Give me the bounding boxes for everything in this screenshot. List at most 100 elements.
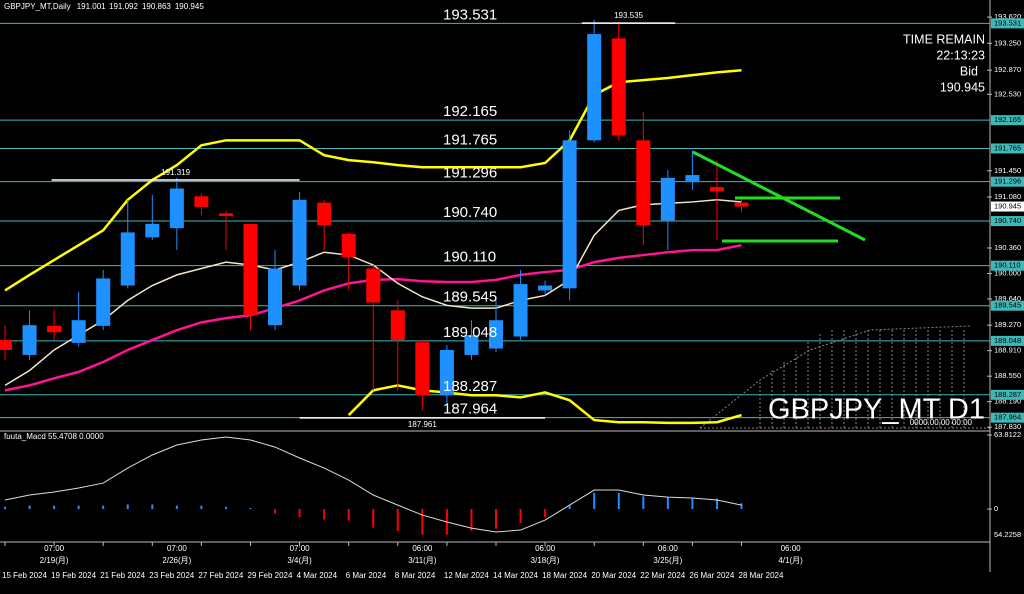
candle-body <box>194 196 209 207</box>
level-tag-label: 192.165 <box>994 115 1021 124</box>
y-tick-label: 190.000 <box>994 268 1021 277</box>
candle-body <box>709 187 724 192</box>
histogram-bar <box>126 504 129 510</box>
y-tick-label: 188.190 <box>994 397 1021 406</box>
symbol: GBPJPY_MT,Daily <box>4 2 71 11</box>
candle-body <box>22 325 37 355</box>
x-tick-label: 23 Feb 2024 <box>149 571 194 580</box>
bid-label: Bid <box>960 64 978 78</box>
candle-body <box>587 34 602 141</box>
week-date: 3/18(月) <box>531 556 560 565</box>
candle-body <box>218 213 233 217</box>
hl-label: 191.319 <box>161 168 190 177</box>
candle-body <box>341 233 356 258</box>
histogram-bar <box>175 505 178 510</box>
bid-tag-label: 190.945 <box>994 202 1021 211</box>
candle-body <box>169 188 184 229</box>
x-tick-label: 20 Mar 2024 <box>591 571 636 580</box>
y-tick-label: 193.250 <box>994 38 1021 47</box>
candle-body <box>734 202 749 207</box>
histogram-bar <box>28 505 31 510</box>
level-label: 188.287 <box>443 378 497 395</box>
level-tag <box>991 389 1024 400</box>
histogram-bar <box>519 509 522 523</box>
hl-label: 193.535 <box>614 11 643 20</box>
level-tag-label: 188.287 <box>994 390 1021 399</box>
week-date: 2/26(月) <box>162 556 191 565</box>
histogram-bar <box>298 509 301 518</box>
candle-body <box>120 232 135 286</box>
candle-body <box>71 320 86 343</box>
week-date: 3/25(月) <box>653 556 682 565</box>
y-tick-label: 192.870 <box>994 65 1021 74</box>
indicator-tick-label: 0 <box>994 504 998 513</box>
histogram-bar <box>421 509 424 535</box>
level-tag-label: 191.296 <box>994 177 1021 186</box>
histogram-bar <box>151 504 154 510</box>
histogram-bar <box>224 506 227 510</box>
histogram-bar <box>691 498 694 510</box>
open: 191.001 <box>77 2 106 11</box>
time-remain: 22:13:23 <box>936 48 985 62</box>
histogram-bar <box>53 505 56 510</box>
level-label: 189.545 <box>443 289 497 306</box>
histogram-bar <box>372 509 375 528</box>
histogram-bar <box>568 505 571 510</box>
x-tick-label: 14 Mar 2024 <box>493 571 538 580</box>
candle-body <box>390 310 405 341</box>
level-tag-label: 190.110 <box>994 261 1021 270</box>
level-label: 187.964 <box>443 401 497 418</box>
level-label: 193.531 <box>443 6 497 23</box>
bid-value: 190.945 <box>940 80 985 94</box>
trendlines <box>692 150 866 243</box>
y-tick-label: 189.270 <box>994 320 1021 329</box>
level-label: 189.048 <box>443 324 497 341</box>
cloud <box>699 325 990 429</box>
x-tick-label: 28 Mar 2024 <box>739 571 784 580</box>
histogram-bar <box>495 509 497 529</box>
level-tag-label: 190.740 <box>994 216 1021 225</box>
x-tick-label: 19 Feb 2024 <box>51 571 96 580</box>
chart-header: GBPJPY_MT,Daily 191.001 191.092 190.863 190.… <box>4 2 204 11</box>
histogram-bar <box>470 509 473 532</box>
level-tag <box>991 216 1024 227</box>
candle-body <box>292 199 307 286</box>
level-tag <box>991 300 1024 311</box>
histogram-bar <box>396 509 399 532</box>
candle-body <box>611 38 626 136</box>
time-remain-label: TIME REMAIN <box>903 32 985 46</box>
level-label: 190.110 <box>443 249 496 266</box>
candle-body <box>317 202 332 226</box>
level-tag <box>991 115 1024 126</box>
histogram-bar <box>4 506 6 510</box>
candle-body <box>562 140 577 289</box>
x-tick-label: 15 Feb 2024 <box>2 571 47 580</box>
histogram-bar <box>323 509 326 520</box>
candle-body <box>489 320 503 349</box>
hl-label: 187.961 <box>408 420 437 429</box>
high: 191.092 <box>109 2 138 11</box>
level-tag <box>991 412 1024 423</box>
candle-body <box>0 340 12 350</box>
week-date: 3/11(月) <box>408 556 437 565</box>
y-tick-label: 187.830 <box>994 422 1021 431</box>
x-tick-label: 4 Mar 2024 <box>297 571 338 580</box>
main-layer <box>0 19 749 535</box>
blank-time: 0000.00.00 00:00 <box>910 418 973 427</box>
bid-tag <box>991 201 1024 212</box>
week-time: 07:00 <box>44 544 65 553</box>
y-tick-label: 188.910 <box>994 346 1021 355</box>
trendline <box>692 150 866 242</box>
x-tick-label: 8 Mar 2024 <box>395 571 436 580</box>
week-time: 06:00 <box>535 544 556 553</box>
overlay-line <box>347 384 742 425</box>
low: 190.863 <box>142 2 171 11</box>
front-layer: 193.620 193.250 192.870 192.530 191.450 191.0… <box>2 6 1024 580</box>
level-tag <box>991 18 1024 29</box>
level-label: 192.165 <box>443 103 497 120</box>
close: 190.945 <box>175 2 204 11</box>
level-label: 191.765 <box>443 131 497 148</box>
level-tag <box>991 176 1024 187</box>
histogram-bar <box>740 503 743 510</box>
